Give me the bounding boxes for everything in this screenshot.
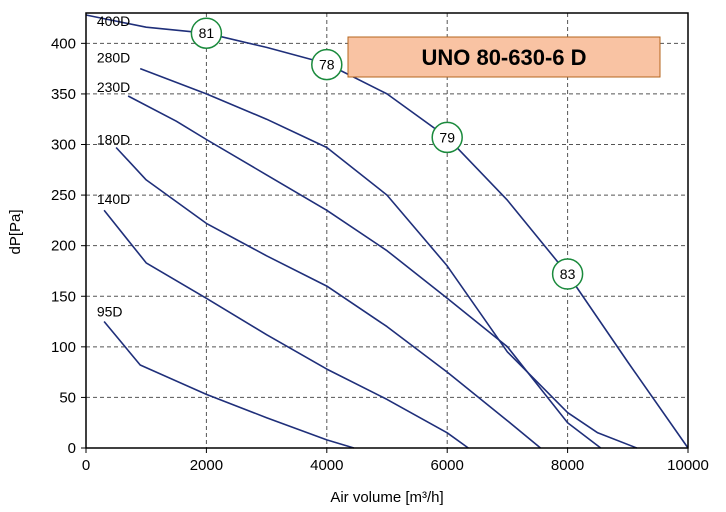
y-tick-label: 50	[59, 389, 76, 406]
x-axis-label: Air volume [m³/h]	[330, 489, 443, 506]
title-box-background	[347, 36, 661, 78]
curve-95d	[103, 320, 355, 449]
curve-labels: 400D 280D 230D 180D 140D 95D	[97, 13, 130, 319]
curves	[85, 14, 689, 449]
efficiency-label: 79	[439, 129, 455, 145]
curve-label-140d: 140D	[97, 191, 130, 207]
y-tick-label: 150	[51, 288, 76, 305]
x-tick-label: 0	[82, 457, 90, 474]
x-tick-label: 10000	[667, 457, 709, 474]
curve-140d	[103, 209, 469, 449]
y-tick-label: 200	[51, 238, 76, 255]
y-tick-label: 100	[51, 339, 76, 356]
y-tick-label: 0	[68, 440, 76, 457]
efficiency-label: 81	[199, 25, 215, 41]
efficiency-marker	[311, 48, 343, 81]
plot-frame	[85, 12, 689, 449]
y-tick-label: 400	[51, 35, 76, 52]
x-tick-label: 4000	[310, 457, 343, 474]
grid	[81, 13, 689, 453]
x-tick-label: 8000	[551, 457, 584, 474]
y-tick-label: 250	[51, 187, 76, 204]
curve-label-180d: 180D	[97, 131, 130, 147]
efficiency-label: 78	[319, 57, 335, 73]
x-tick-label: 2000	[190, 457, 223, 474]
chart-title: UNO 80-630-6 D	[421, 45, 586, 70]
curve-label-280d: 280D	[97, 50, 130, 66]
curve-280d	[139, 67, 638, 449]
efficiency-marker	[431, 121, 463, 154]
efficiency-marker	[551, 258, 584, 290]
efficiency-markers: 81 78 79 83	[190, 17, 584, 290]
x-tick-labels: 0 2000 4000 6000 8000 10000	[82, 457, 709, 474]
curve-label-400d: 400D	[97, 13, 130, 29]
curve-label-230d: 230D	[97, 79, 130, 95]
title-box: UNO 80-630-6 D	[347, 36, 661, 78]
efficiency-label: 83	[560, 266, 576, 282]
curve-180d	[115, 146, 542, 449]
curve-label-95d: 95D	[97, 303, 123, 319]
curve-230d	[127, 95, 602, 449]
x-tick-label: 6000	[431, 457, 464, 474]
y-tick-label: 300	[51, 137, 76, 154]
y-tick-labels: 0 50 100 150 200 250 300 350 400	[51, 35, 76, 457]
curve-400d	[85, 14, 689, 449]
y-axis-label: dP[Pa]	[7, 209, 24, 254]
y-tick-label: 350	[51, 86, 76, 103]
efficiency-marker	[190, 17, 223, 49]
